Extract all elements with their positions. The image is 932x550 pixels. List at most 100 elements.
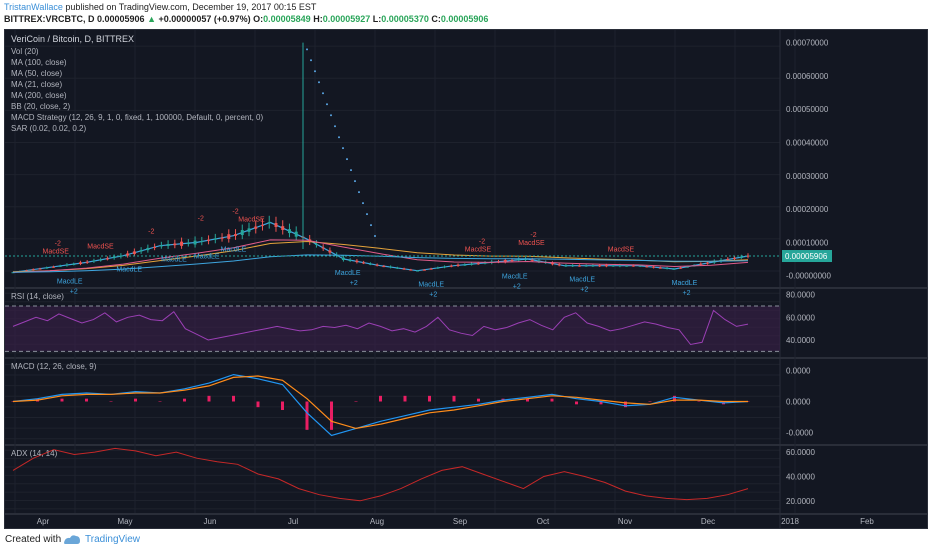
strategy-signal-label: +2	[580, 287, 588, 294]
chart-container[interactable]: 0.00070000 0.00060000 0.00050000 0.00040000…	[4, 29, 928, 529]
macd-histogram-bar	[60, 398, 64, 402]
candle-body	[503, 260, 507, 263]
rsi-tick-label: 40.0000	[786, 336, 815, 345]
tradingview-link[interactable]: TradingView	[85, 534, 141, 545]
macd-histogram-bar	[232, 395, 235, 402]
macd-histogram-bar	[648, 401, 652, 402]
candle-body	[260, 224, 264, 226]
candle-body	[341, 257, 345, 261]
strategy-signal-label: MacdSE	[87, 243, 114, 250]
candle-body	[200, 241, 204, 243]
sar-dot	[342, 147, 344, 150]
candle-body	[618, 265, 622, 267]
pane-bg	[5, 446, 927, 513]
time-axis-label: Apr	[37, 517, 50, 526]
candle-body	[402, 268, 406, 270]
candle-body	[665, 267, 669, 269]
sar-dot	[350, 169, 352, 172]
candle-body	[375, 264, 379, 266]
candle-body	[132, 251, 136, 254]
strategy-signal-label: +2	[513, 283, 521, 290]
time-axis-label: Dec	[701, 517, 715, 526]
sar-dot	[358, 191, 360, 194]
signal-line	[12, 375, 748, 430]
candle-body	[685, 266, 689, 268]
time-axis-label: Oct	[537, 517, 550, 526]
candle-body	[220, 237, 224, 239]
strategy-signal-label: MacdLE	[502, 273, 528, 280]
candle-body	[625, 265, 629, 267]
macd-histogram-bar	[85, 398, 88, 402]
candle-body	[557, 264, 561, 266]
candle-body	[537, 260, 541, 262]
strategy-signal-label: MacdLE	[57, 278, 83, 285]
candle-body	[355, 260, 359, 263]
candle-body	[321, 247, 325, 249]
candle-body	[254, 226, 258, 229]
created-with-text: Created with	[5, 534, 62, 545]
sar-dot	[366, 213, 368, 216]
candle-body	[193, 240, 197, 245]
candle-body	[389, 266, 393, 268]
strategy-signal-label: -2	[198, 215, 204, 222]
candle-body	[159, 245, 163, 247]
sar-dot	[310, 59, 312, 62]
high-value: 0.00005927	[322, 14, 371, 24]
candle-body	[733, 257, 737, 259]
strategy-signal-label: -2	[479, 239, 485, 246]
candle-body	[11, 272, 15, 274]
candle-body	[679, 267, 683, 269]
macd-histogram-bar	[624, 401, 627, 408]
price-tick-label: 0.00010000	[786, 238, 829, 247]
rsi-tick-label: 80.0000	[786, 291, 815, 300]
candle-body	[598, 265, 602, 267]
strategy-signal-label: MacdLE	[672, 280, 698, 287]
symbol-label: BITTREX:VRCBTC, D	[4, 14, 95, 24]
macd-histogram-bar	[452, 395, 456, 402]
candle-body	[207, 239, 211, 241]
candle-body	[126, 253, 130, 256]
candle-body	[99, 259, 103, 261]
candle-body	[564, 265, 568, 267]
author-link[interactable]: TristanWallace	[4, 2, 63, 12]
indicator-legend-item: MA (200, close)	[11, 91, 67, 100]
strategy-signal-label: MacdLE	[194, 253, 220, 260]
candle-body	[186, 243, 190, 245]
indicator-legend-item: BB (20, close, 2)	[11, 102, 70, 111]
sar-dot	[306, 48, 308, 51]
indicator-legend-item: MA (21, close)	[11, 80, 62, 89]
candle-body	[153, 246, 157, 248]
candle-body	[571, 265, 575, 267]
candle-body	[45, 267, 49, 269]
candle-body	[139, 250, 143, 252]
candle-body	[726, 259, 730, 261]
strategy-signal-label: MacdSE	[238, 217, 265, 224]
candle-body	[78, 262, 82, 265]
strategy-signal-label: MacdLE	[116, 267, 142, 274]
candle-body	[658, 267, 662, 269]
strategy-signal-label: MacdSE	[465, 247, 492, 254]
macd-histogram-bar	[526, 398, 529, 402]
candle-body	[456, 264, 460, 266]
chart-svg[interactable]: 0.00070000 0.00060000 0.00050000 0.00040000…	[5, 30, 927, 528]
indicator-legend-item: MACD Strategy (12, 26, 9, 1, 0, fixed, 1…	[11, 113, 263, 122]
macd-histogram-bar	[477, 398, 480, 402]
candle-body	[712, 261, 716, 263]
candle-body	[436, 267, 440, 269]
candle-body	[65, 264, 69, 266]
rsi-line	[12, 309, 749, 346]
candle-body	[281, 226, 285, 230]
macd-histogram-bar	[109, 401, 113, 402]
candle-body	[672, 268, 676, 270]
strategy-signal-label: +2	[683, 290, 691, 297]
candle-body	[173, 243, 177, 246]
strategy-signal-label: -2	[148, 229, 154, 236]
candle-body	[85, 261, 89, 263]
price-tick-label: 0.00040000	[786, 139, 829, 148]
change-arrow-icon: ▲	[147, 14, 157, 24]
candle-body	[395, 267, 399, 269]
macd-histogram-bar	[379, 395, 382, 402]
time-axis-label: Jun	[204, 517, 217, 526]
candle-body	[746, 255, 750, 257]
price-tick-label: 0.00070000	[786, 39, 829, 48]
